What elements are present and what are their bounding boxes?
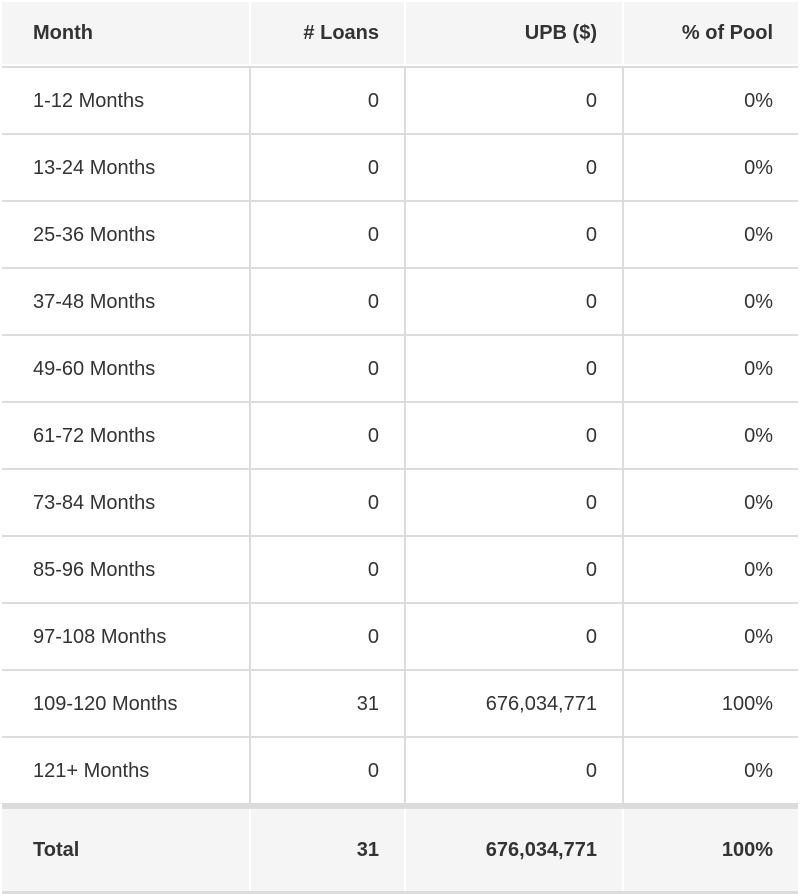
- loans-cell: 0: [251, 470, 404, 535]
- table-body: 1-12 Months 0 0 0% 13-24 Months 0 0 0% 25-36 Mon…: [2, 66, 798, 803]
- loans-cell: 0: [251, 738, 404, 803]
- total-divider: [2, 803, 798, 809]
- pool-cell: 0%: [624, 403, 798, 468]
- upb-cell: 0: [406, 604, 622, 669]
- upb-cell: 0: [406, 68, 622, 133]
- column-header-loans: # Loans: [251, 2, 404, 64]
- total-pool-cell: 100%: [624, 809, 798, 891]
- table-bottom-border: [2, 891, 798, 894]
- pool-cell: 0%: [624, 537, 798, 602]
- month-cell: 85-96 Months: [2, 537, 249, 602]
- pool-cell: 0%: [624, 68, 798, 133]
- month-cell: 73-84 Months: [2, 470, 249, 535]
- pool-cell: 0%: [624, 470, 798, 535]
- month-cell: 61-72 Months: [2, 403, 249, 468]
- loans-cell: 31: [251, 671, 404, 736]
- pool-cell: 0%: [624, 738, 798, 803]
- table-total-row: Total 31 676,034,771 100%: [2, 809, 798, 891]
- month-cell: 1-12 Months: [2, 68, 249, 133]
- upb-cell: 0: [406, 202, 622, 267]
- pool-cell: 0%: [624, 604, 798, 669]
- loans-cell: 0: [251, 269, 404, 334]
- total-loans-cell: 31: [251, 809, 404, 891]
- loans-cell: 0: [251, 403, 404, 468]
- loans-cell: 0: [251, 604, 404, 669]
- upb-cell: 0: [406, 470, 622, 535]
- upb-cell: 0: [406, 403, 622, 468]
- loans-cell: 0: [251, 135, 404, 200]
- month-cell: 109-120 Months: [2, 671, 249, 736]
- table-header-row: Month # Loans UPB ($) % of Pool: [2, 2, 798, 64]
- loans-cell: 0: [251, 336, 404, 401]
- pool-cell: 100%: [624, 671, 798, 736]
- pool-cell: 0%: [624, 336, 798, 401]
- month-cell: 37-48 Months: [2, 269, 249, 334]
- column-header-month: Month: [2, 2, 249, 64]
- total-label-cell: Total: [2, 809, 249, 891]
- total-upb-cell: 676,034,771: [406, 809, 622, 891]
- column-header-upb: UPB ($): [406, 2, 622, 64]
- upb-cell: 0: [406, 135, 622, 200]
- loans-cell: 0: [251, 537, 404, 602]
- month-cell: 121+ Months: [2, 738, 249, 803]
- column-header-pool: % of Pool: [624, 2, 798, 64]
- month-cell: 97-108 Months: [2, 604, 249, 669]
- upb-cell: 0: [406, 738, 622, 803]
- loans-cell: 0: [251, 68, 404, 133]
- upb-cell: 676,034,771: [406, 671, 622, 736]
- upb-cell: 0: [406, 336, 622, 401]
- month-cell: 13-24 Months: [2, 135, 249, 200]
- upb-cell: 0: [406, 537, 622, 602]
- upb-cell: 0: [406, 269, 622, 334]
- month-cell: 49-60 Months: [2, 336, 249, 401]
- pool-cell: 0%: [624, 202, 798, 267]
- pool-cell: 0%: [624, 135, 798, 200]
- loans-cell: 0: [251, 202, 404, 267]
- pool-cell: 0%: [624, 269, 798, 334]
- month-cell: 25-36 Months: [2, 202, 249, 267]
